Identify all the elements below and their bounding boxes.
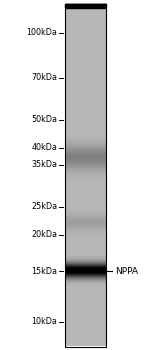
Text: 25kDa: 25kDa <box>31 202 57 211</box>
Text: 35kDa: 35kDa <box>31 160 57 169</box>
Text: 50kDa: 50kDa <box>31 116 57 125</box>
Text: 15kDa: 15kDa <box>31 267 57 275</box>
Text: 70kDa: 70kDa <box>31 73 57 82</box>
Text: NPPA: NPPA <box>115 267 138 275</box>
Text: 40kDa: 40kDa <box>31 144 57 153</box>
Bar <box>65 4 106 346</box>
Text: 10kDa: 10kDa <box>31 317 57 327</box>
Text: 100kDa: 100kDa <box>26 28 57 37</box>
Text: Rat heart: Rat heart <box>83 0 117 2</box>
Bar <box>65 4 106 8</box>
Text: 20kDa: 20kDa <box>31 230 57 239</box>
